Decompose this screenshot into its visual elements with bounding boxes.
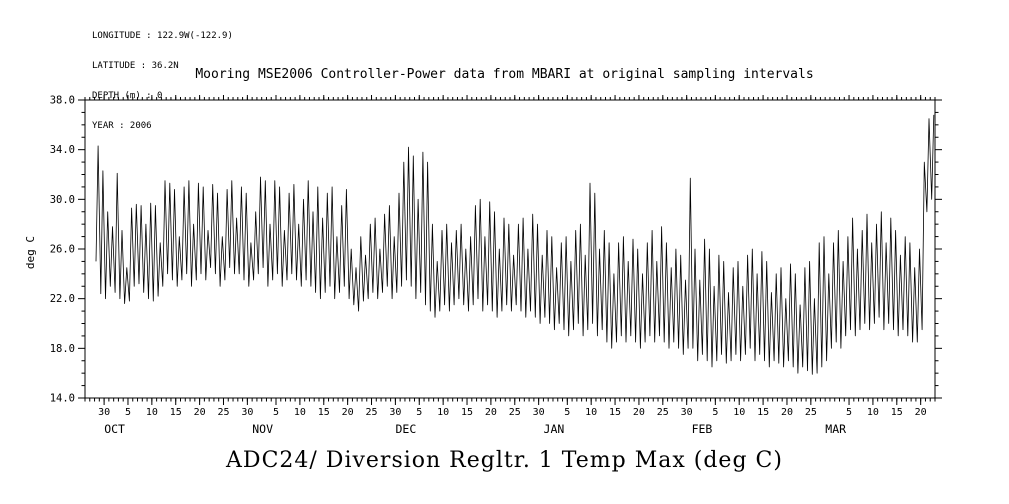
x-tick-label: 10 (437, 407, 449, 418)
y-tick-label: 38.0 (50, 95, 75, 107)
x-month-label: NOV (252, 422, 273, 436)
x-month-label: OCT (104, 422, 125, 436)
x-month-label: DEC (396, 422, 417, 436)
x-tick-label: 25 (217, 407, 229, 418)
y-tick-label: 18.0 (50, 343, 75, 355)
x-tick-label: 20 (485, 407, 497, 418)
x-tick-label: 5 (125, 407, 131, 418)
x-tick-label: 5 (273, 407, 279, 418)
x-tick-label: 15 (318, 407, 330, 418)
x-tick-label: 10 (294, 407, 306, 418)
x-tick-label: 25 (657, 407, 669, 418)
x-tick-label: 5 (416, 407, 422, 418)
metadata-block: LONGITUDE : 122.9W(-122.9) LATITUDE : 36… (92, 11, 233, 141)
x-tick-label: 25 (509, 407, 521, 418)
y-tick-label: 34.0 (50, 144, 75, 156)
x-tick-label: 20 (915, 407, 927, 418)
x-tick-label: 15 (609, 407, 621, 418)
x-tick-label: 15 (757, 407, 769, 418)
year-label: YEAR : 2006 (92, 121, 152, 131)
x-tick-label: 20 (633, 407, 645, 418)
x-tick-label: 30 (681, 407, 693, 418)
x-month-label: MAR (825, 422, 846, 436)
x-tick-label: 20 (194, 407, 206, 418)
x-tick-label: 30 (533, 407, 545, 418)
temperature-line (95, 114, 935, 375)
x-tick-label: 30 (241, 407, 253, 418)
x-tick-label: 5 (712, 407, 718, 418)
x-tick-label: 20 (781, 407, 793, 418)
x-tick-label: 5 (564, 407, 570, 418)
x-tick-label: 20 (342, 407, 354, 418)
bottom-title: ADC24/ Diversion Regltr. 1 Temp Max (deg… (226, 448, 783, 473)
y-tick-label: 26.0 (50, 244, 75, 256)
x-tick-label: 30 (98, 407, 110, 418)
longitude-label: LONGITUDE : 122.9W(-122.9) (92, 31, 233, 41)
x-month-label: FEB (692, 422, 713, 436)
x-tick-label: 10 (585, 407, 597, 418)
x-tick-label: 15 (891, 407, 903, 418)
latitude-label: LATITUDE : 36.2N (92, 61, 179, 71)
x-tick-label: 10 (146, 407, 158, 418)
x-month-label: JAN (544, 422, 565, 436)
depth-label: DEPTH (m) : 0 (92, 91, 163, 101)
y-tick-label: 14.0 (50, 393, 75, 405)
y-tick-label: 30.0 (50, 194, 75, 206)
x-tick-label: 15 (461, 407, 473, 418)
x-tick-label: 15 (170, 407, 182, 418)
y-tick-label: 22.0 (50, 293, 75, 305)
x-tick-label: 30 (389, 407, 401, 418)
chart-title: Mooring MSE2006 Controller-Power data fr… (195, 67, 814, 82)
x-tick-label: 10 (733, 407, 745, 418)
x-tick-label: 5 (846, 407, 852, 418)
x-tick-label: 25 (805, 407, 817, 418)
x-tick-label: 10 (867, 407, 879, 418)
x-tick-label: 25 (365, 407, 377, 418)
